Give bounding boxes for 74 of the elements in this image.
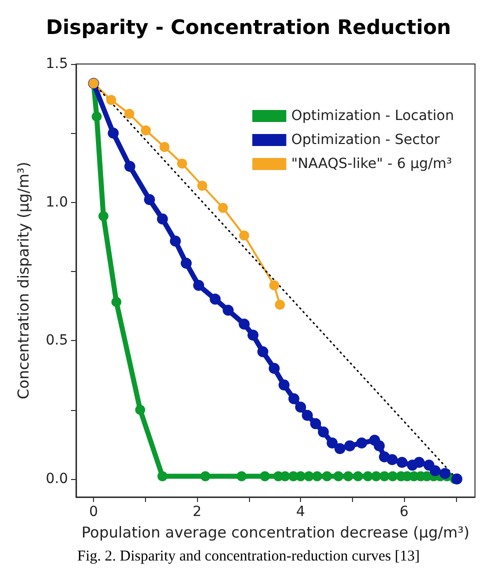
point <box>302 410 313 421</box>
point <box>312 471 322 482</box>
legend-label: Optimization - Location <box>291 108 454 124</box>
point <box>144 194 155 206</box>
point <box>310 418 322 430</box>
point <box>304 471 314 482</box>
point <box>92 112 102 122</box>
point <box>157 471 168 482</box>
x-tick-label: 0 <box>89 504 98 520</box>
point <box>371 471 382 482</box>
point <box>156 213 168 224</box>
point <box>238 318 250 330</box>
y-tick-label: 0.0 <box>46 471 68 488</box>
point <box>318 426 329 438</box>
x-tick-label: 4 <box>296 504 306 520</box>
point <box>274 300 285 310</box>
point <box>222 304 234 316</box>
point <box>140 125 151 136</box>
point <box>170 236 181 247</box>
chart-title: Disparity - Concentration Reduction <box>46 15 452 39</box>
point <box>177 158 188 169</box>
point <box>451 474 462 485</box>
point <box>260 471 270 482</box>
point <box>288 393 300 404</box>
point <box>124 108 134 119</box>
y-axis-title: Concentration disparity (μg/m³) <box>14 162 32 400</box>
point <box>193 280 204 291</box>
point <box>160 142 170 152</box>
point <box>269 280 280 290</box>
point <box>439 468 450 479</box>
point <box>353 471 364 482</box>
point <box>135 404 146 415</box>
point <box>197 180 208 191</box>
y-tick-label: 1.0 <box>46 194 68 210</box>
point <box>257 346 268 358</box>
point <box>326 438 338 449</box>
point <box>396 456 408 468</box>
point <box>414 456 425 468</box>
point <box>280 471 290 482</box>
point <box>236 471 247 482</box>
point <box>322 471 332 482</box>
point <box>343 471 354 482</box>
x-tick-label: 2 <box>192 504 202 520</box>
point <box>374 440 385 452</box>
point <box>278 379 290 390</box>
point <box>200 471 210 482</box>
point <box>239 230 250 241</box>
point <box>333 471 344 482</box>
x-tick-label: 6 <box>400 504 409 520</box>
point <box>180 258 192 269</box>
point <box>108 128 119 139</box>
y-tick-label: 0.5 <box>46 332 68 349</box>
point <box>430 465 441 476</box>
point <box>356 438 368 449</box>
point <box>344 440 356 452</box>
caption: Fig. 2. Disparity and concentration-reduction curves [13] <box>77 548 420 564</box>
point <box>362 471 373 482</box>
point <box>386 454 398 466</box>
point <box>296 471 306 482</box>
legend-label: "NAAQS-like" - 6 μg/m³ <box>291 156 452 172</box>
point <box>210 294 221 305</box>
point <box>334 443 346 454</box>
x-axis-title: Population average concentration decrease (μg/m³) <box>82 524 470 542</box>
point <box>98 211 108 222</box>
y-tick-label: 1.5 <box>46 56 68 72</box>
point <box>379 471 390 482</box>
legend-label: Optimization - Sector <box>291 132 440 148</box>
point <box>106 94 116 105</box>
point <box>124 160 136 172</box>
point <box>268 362 280 374</box>
point <box>295 402 306 413</box>
point <box>111 296 122 307</box>
point <box>248 330 258 341</box>
point <box>218 202 228 213</box>
